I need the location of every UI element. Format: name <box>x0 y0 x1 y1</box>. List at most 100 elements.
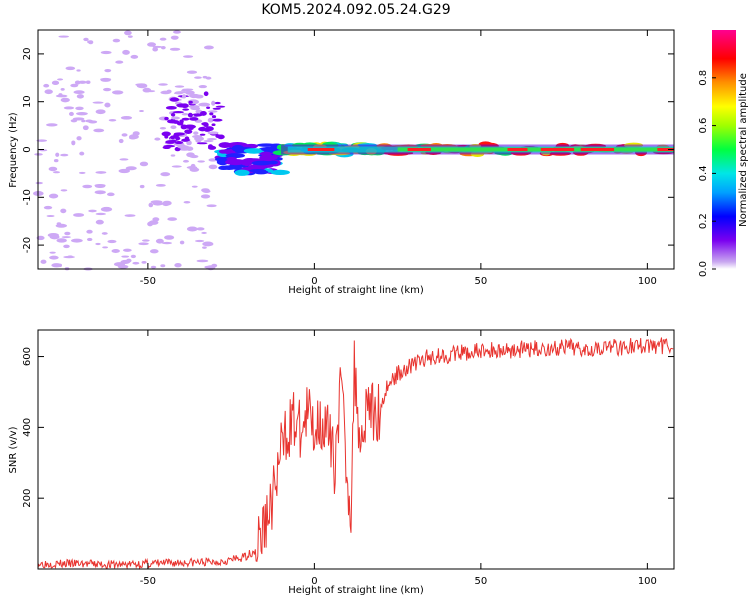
spectrogram-cell <box>94 190 106 195</box>
spectrogram-cell <box>111 90 124 95</box>
spectrogram-cell <box>211 100 216 106</box>
spectrogram-cell <box>163 144 176 148</box>
spectrogram-cell <box>93 128 105 133</box>
colorbar: 0.0 0.2 0.4 0.6 0.8 Normalized spectral ampl… <box>698 30 749 277</box>
spectrogram-cell <box>208 110 218 113</box>
spectrogram-cell <box>174 263 182 268</box>
spectrogram-cell <box>191 185 198 188</box>
spectrogram-cell <box>197 160 205 163</box>
spectrogram-cell <box>170 135 176 140</box>
spectrogram-cell <box>85 80 91 85</box>
spectrogram-cell <box>172 120 180 124</box>
spectrogram-cell <box>53 159 59 163</box>
spectrogram-cell <box>100 77 112 81</box>
spectrogram-cell <box>212 107 221 110</box>
x-tick-label: -50 <box>140 276 156 287</box>
spectrogram-cell <box>76 136 82 141</box>
spectrogram-cell <box>182 159 190 163</box>
x-tick-label: 50 <box>475 276 488 287</box>
spectrogram-cell <box>51 263 62 268</box>
spectrogram-cell <box>104 68 112 73</box>
spectrogram-cell <box>49 251 56 254</box>
spectrogram-cell <box>170 125 177 130</box>
spectrogram-cell <box>208 158 218 162</box>
y-tick-label: 600 <box>22 347 33 366</box>
spectrogram-ylabel: Frequency (Hz) <box>8 112 19 188</box>
spectrogram-cell <box>201 231 207 234</box>
spectrogram-cell <box>159 37 167 41</box>
spectrogram-cell <box>112 38 121 43</box>
spectrogram-cell <box>104 102 111 108</box>
spectrogram-cell <box>117 264 129 269</box>
spectrogram-cell <box>226 156 237 161</box>
spectrogram-cell <box>171 165 182 168</box>
spectrogram-cell <box>249 169 267 173</box>
spectrogram-cell <box>64 231 71 236</box>
spectrogram-cell <box>196 227 205 231</box>
spectrogram-cell <box>75 106 84 111</box>
spectrogram-cell <box>212 118 223 122</box>
spectrogram-cell <box>191 135 203 139</box>
spectrogram-cell <box>162 201 170 207</box>
spectrogram-cell <box>201 188 210 193</box>
spectrogram-cell <box>174 141 184 145</box>
spectrogram-cell <box>127 35 133 38</box>
spectrogram-cell <box>181 117 190 121</box>
spectrogram-cell <box>172 110 185 114</box>
snr-xlabel: Height of straight line (km) <box>288 585 424 596</box>
spectrogram-cell <box>63 244 70 249</box>
main-band-peak <box>540 148 575 151</box>
spectrogram-cell <box>88 209 97 213</box>
spectrogram-cell <box>188 100 193 104</box>
spectrogram-cell <box>205 76 212 80</box>
spectrogram-cell <box>82 125 89 131</box>
spectrogram-cell <box>203 91 209 97</box>
y-tick-label: 10 <box>22 95 33 108</box>
spectrogram-cell <box>161 241 173 245</box>
snr-series-line <box>37 337 674 571</box>
spectrogram-cell <box>60 208 67 214</box>
spectrogram-panel: -50 0 50 100 -20 -10 0 10 20 Height of straight … <box>8 29 675 296</box>
spectrogram-cell <box>189 117 199 121</box>
spectrogram-cell <box>86 229 93 234</box>
spectrogram-cell <box>160 45 166 50</box>
spectrogram-cell <box>141 260 147 264</box>
spectrogram-cell <box>48 166 58 172</box>
snr-frame <box>37 329 675 570</box>
spectrogram-cell <box>142 87 152 93</box>
spectrogram-cell <box>160 90 171 95</box>
spectrogram-cell <box>150 265 157 269</box>
spectrogram-cell <box>58 35 70 38</box>
spectrogram-cell <box>132 261 140 265</box>
spectrogram-cell <box>170 154 176 157</box>
spectrogram-cell <box>170 113 176 117</box>
main-band-peak <box>580 148 615 151</box>
spectrogram-cell <box>225 159 247 166</box>
spectrogram-cell <box>200 194 211 199</box>
spectrogram-cell <box>40 259 47 264</box>
spectrogram-cell <box>124 30 132 36</box>
spectrogram-cell <box>159 126 167 130</box>
figure-title: KOM5.2024.092.05.24.G29 <box>261 2 450 18</box>
spectrogram-axes: -50 0 50 100 -20 -10 0 10 20 <box>22 30 674 287</box>
spectrogram-cell <box>76 111 88 116</box>
spectrogram-cell <box>186 140 192 146</box>
spectrogram-marks <box>33 30 675 271</box>
spectrogram-cell <box>106 192 115 197</box>
spectrogram-cell <box>95 242 101 246</box>
spectrogram-cell <box>95 219 104 225</box>
spectrogram-cell <box>95 212 106 216</box>
spectrogram-cell <box>165 140 176 144</box>
spectrogram-cell <box>46 214 55 218</box>
spectrogram-cell <box>147 221 154 227</box>
spectrogram-cell <box>124 214 136 217</box>
spectrogram-cell <box>231 144 245 152</box>
main-band-peak <box>307 148 335 151</box>
spectrogram-cell <box>270 169 290 176</box>
spectrogram-cell <box>118 138 124 144</box>
spectrogram-cell <box>207 131 219 135</box>
spectrogram-cell <box>55 94 68 98</box>
spectrogram-cell <box>173 132 185 136</box>
spectrogram-cell <box>70 83 79 88</box>
spectrogram-cell <box>69 111 74 116</box>
